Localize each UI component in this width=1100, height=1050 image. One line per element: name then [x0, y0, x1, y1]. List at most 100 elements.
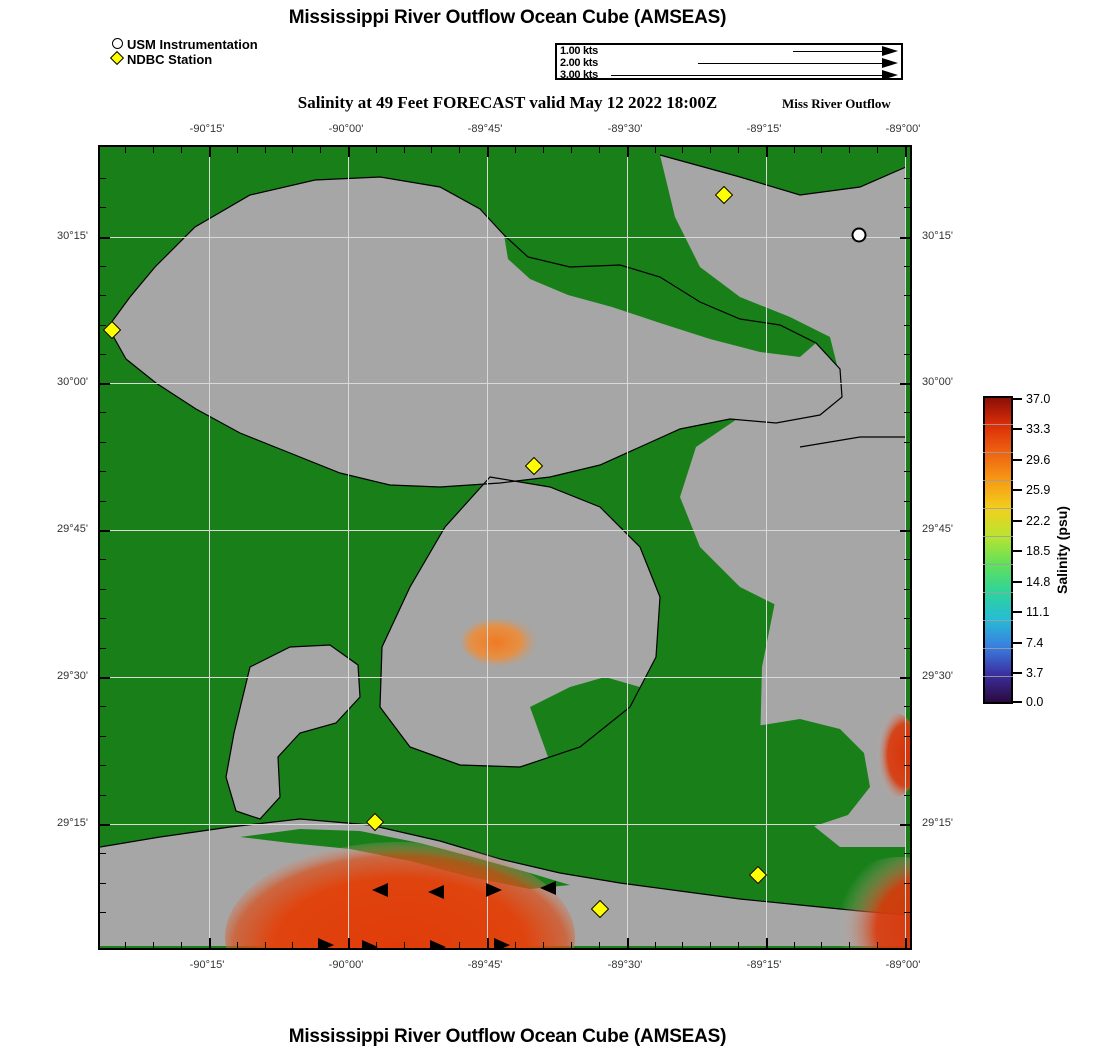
axis-tick-minor [515, 942, 516, 948]
axis-tick-minor [265, 942, 266, 948]
axis-tick [100, 383, 110, 385]
axis-tick-minor [904, 325, 910, 326]
axis-tick-minor [738, 147, 739, 153]
axis-tick-minor [599, 147, 600, 153]
colorbar-tick [1013, 398, 1022, 400]
current-vector-arrow [318, 938, 334, 948]
gridline-horizontal [100, 237, 910, 238]
axis-tick-minor [237, 942, 238, 948]
axis-tick-minor [738, 942, 739, 948]
colorbar-tick-label: 18.5 [1026, 544, 1051, 558]
usm-instrumentation-marker[interactable] [851, 227, 867, 243]
axis-tick-minor [100, 559, 106, 560]
axis-tick-minor [904, 501, 910, 502]
page-title: Mississippi River Outflow Ocean Cube (AM… [288, 7, 727, 28]
axis-tick-minor [904, 736, 910, 737]
axis-tick [348, 938, 350, 948]
y-axis-label-right: 29°30' [922, 670, 953, 682]
x-axis-label-top: -89°30' [607, 123, 643, 135]
axis-tick [627, 147, 629, 157]
y-axis-label-left: 30°00' [57, 376, 88, 388]
axis-tick-minor [100, 765, 106, 766]
axis-tick-minor [543, 147, 544, 153]
axis-tick [100, 530, 110, 532]
colorbar-tick [1013, 581, 1022, 583]
velocity-scale-label: 2.00 kts [560, 57, 598, 69]
axis-tick [905, 938, 907, 948]
colorbar-tick-label: 11.1 [1026, 605, 1050, 619]
velocity-arrow-head-icon [882, 46, 898, 56]
axis-tick-minor [904, 412, 910, 413]
axis-tick-minor [877, 942, 878, 948]
current-vector-arrow [486, 883, 502, 897]
page-footer-title: Mississippi River Outflow Ocean Cube (AM… [288, 1026, 727, 1047]
axis-tick-minor [265, 147, 266, 153]
station-legend: USM Instrumentation NDBC Station [109, 37, 258, 67]
axis-tick-minor [904, 295, 910, 296]
axis-tick [100, 824, 110, 826]
axis-tick-minor [794, 147, 795, 153]
axis-tick-minor [543, 942, 544, 948]
velocity-scale-row: 1.00 kts [557, 45, 901, 57]
y-axis-label-left: 29°15' [57, 817, 88, 829]
velocity-arrow-shaft [793, 51, 883, 52]
colorbar-separator [983, 452, 1013, 453]
gridline-horizontal [100, 530, 910, 531]
axis-tick-minor [237, 147, 238, 153]
axis-tick-minor [710, 942, 711, 948]
gridline-vertical [209, 147, 210, 948]
axis-tick [905, 147, 907, 157]
colorbar-tick [1013, 672, 1022, 674]
x-axis-label-bottom: -89°15' [746, 959, 782, 971]
axis-tick [209, 938, 211, 948]
gridline-vertical [348, 147, 349, 948]
axis-tick-minor [904, 648, 910, 649]
axis-tick [900, 237, 910, 239]
axis-tick-minor [100, 706, 106, 707]
axis-tick-minor [849, 942, 850, 948]
colorbar-tick [1013, 489, 1022, 491]
axis-tick-minor [515, 147, 516, 153]
axis-tick-minor [655, 147, 656, 153]
current-vector-arrow [372, 883, 388, 897]
x-axis-label-top: -89°00' [885, 123, 921, 135]
current-vector-arrow [540, 881, 556, 895]
legend-label-ndbc: NDBC Station [127, 52, 213, 67]
usm-circle-icon [110, 37, 126, 52]
colorbar-tick-label: 7.4 [1026, 636, 1044, 650]
colorbar-gradient [983, 396, 1013, 704]
axis-tick-minor [821, 147, 822, 153]
colorbar-separator [983, 480, 1013, 481]
axis-tick-minor [849, 147, 850, 153]
colorbar-tick [1013, 642, 1022, 644]
current-vector-arrow [428, 885, 444, 899]
axis-tick-minor [125, 942, 126, 948]
x-axis-label-top: -89°15' [746, 123, 782, 135]
axis-tick-minor [100, 295, 106, 296]
y-axis-label-right: 30°00' [922, 376, 953, 388]
map-plot-area[interactable] [98, 145, 912, 950]
axis-tick-minor [100, 795, 106, 796]
axis-tick-minor [376, 147, 377, 153]
y-axis-label-left: 29°45' [57, 523, 88, 535]
axis-tick-minor [655, 942, 656, 948]
colorbar-tick [1013, 459, 1022, 461]
axis-tick-minor [904, 471, 910, 472]
colorbar-axis-title: Salinity (psu) [1052, 396, 1072, 704]
velocity-scale-legend: 1.00 kts 2.00 kts 3.00 kts [555, 43, 903, 81]
axis-tick-minor [682, 147, 683, 153]
axis-tick-minor [100, 618, 106, 619]
axis-tick-minor [682, 942, 683, 948]
axis-tick-minor [904, 559, 910, 560]
axis-tick [209, 147, 211, 157]
velocity-scale-label: 1.00 kts [560, 45, 598, 57]
colorbar-axis-title-text: Salinity (psu) [1054, 506, 1070, 594]
axis-tick-minor [100, 883, 106, 884]
axis-tick-minor [904, 765, 910, 766]
velocity-arrow-shaft [611, 75, 883, 76]
axis-tick-minor [904, 618, 910, 619]
gridline-vertical [627, 147, 628, 948]
chart-subtitle: Salinity at 49 Feet FORECAST valid May 1… [297, 93, 718, 112]
colorbar-tick-label: 25.9 [1026, 483, 1051, 497]
gridline-vertical [905, 147, 906, 948]
